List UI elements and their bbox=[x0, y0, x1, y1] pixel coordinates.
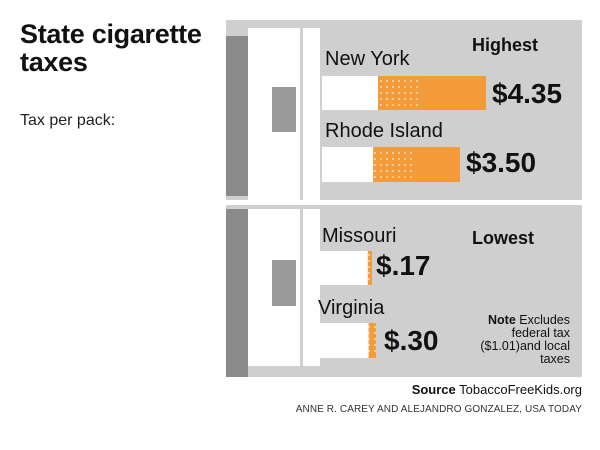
pack-window-bottom bbox=[272, 260, 296, 306]
source-line: Source TobaccoFreeKids.org bbox=[412, 382, 582, 397]
bar-texture-rhode-island bbox=[373, 150, 414, 179]
bar-texture-virginia bbox=[368, 326, 376, 355]
source-text: TobaccoFreeKids.org bbox=[459, 382, 582, 397]
value-label-new-york: $4.35 bbox=[492, 78, 563, 109]
source-label: Source bbox=[411, 382, 456, 397]
credit-line: ANNE R. CAREY AND ALEJANDRO GONZALEZ, US… bbox=[295, 404, 582, 415]
bar-texture-missouri bbox=[367, 254, 372, 282]
state-label-rhode-island: Rhode Island bbox=[325, 120, 443, 142]
chart-subtitle: Tax per pack: bbox=[20, 112, 116, 129]
pack-window-top bbox=[272, 87, 296, 132]
group-label-highest: Highest bbox=[472, 35, 539, 55]
pack-strip-top bbox=[226, 36, 248, 196]
pack-fold-line-top bbox=[300, 28, 303, 200]
pack-fold-line-bottom bbox=[300, 209, 303, 366]
note-text: Excludes federal tax ($1.01)and local ta… bbox=[480, 313, 570, 366]
chart-note: Note Excludes federal tax ($1.01)and loc… bbox=[462, 314, 570, 366]
cigarette-stick-virginia bbox=[316, 323, 376, 358]
bar-texture-new-york bbox=[378, 79, 418, 107]
highest-panel bbox=[226, 20, 582, 200]
state-label-missouri: Missouri bbox=[322, 225, 397, 247]
state-label-virginia: Virginia bbox=[318, 297, 385, 319]
group-label-lowest: Lowest bbox=[472, 228, 535, 248]
value-label-virginia: $.30 bbox=[384, 325, 439, 356]
value-label-rhode-island: $3.50 bbox=[466, 147, 537, 178]
state-label-new-york: New York bbox=[325, 48, 410, 70]
cigarette-stick-missouri bbox=[316, 251, 372, 285]
chart-title: State cigarette taxes bbox=[20, 19, 202, 77]
pack-strip-bottom bbox=[226, 209, 248, 377]
lowest-panel bbox=[226, 205, 582, 377]
note-label: Note bbox=[488, 313, 516, 327]
value-label-missouri: $.17 bbox=[376, 250, 431, 281]
